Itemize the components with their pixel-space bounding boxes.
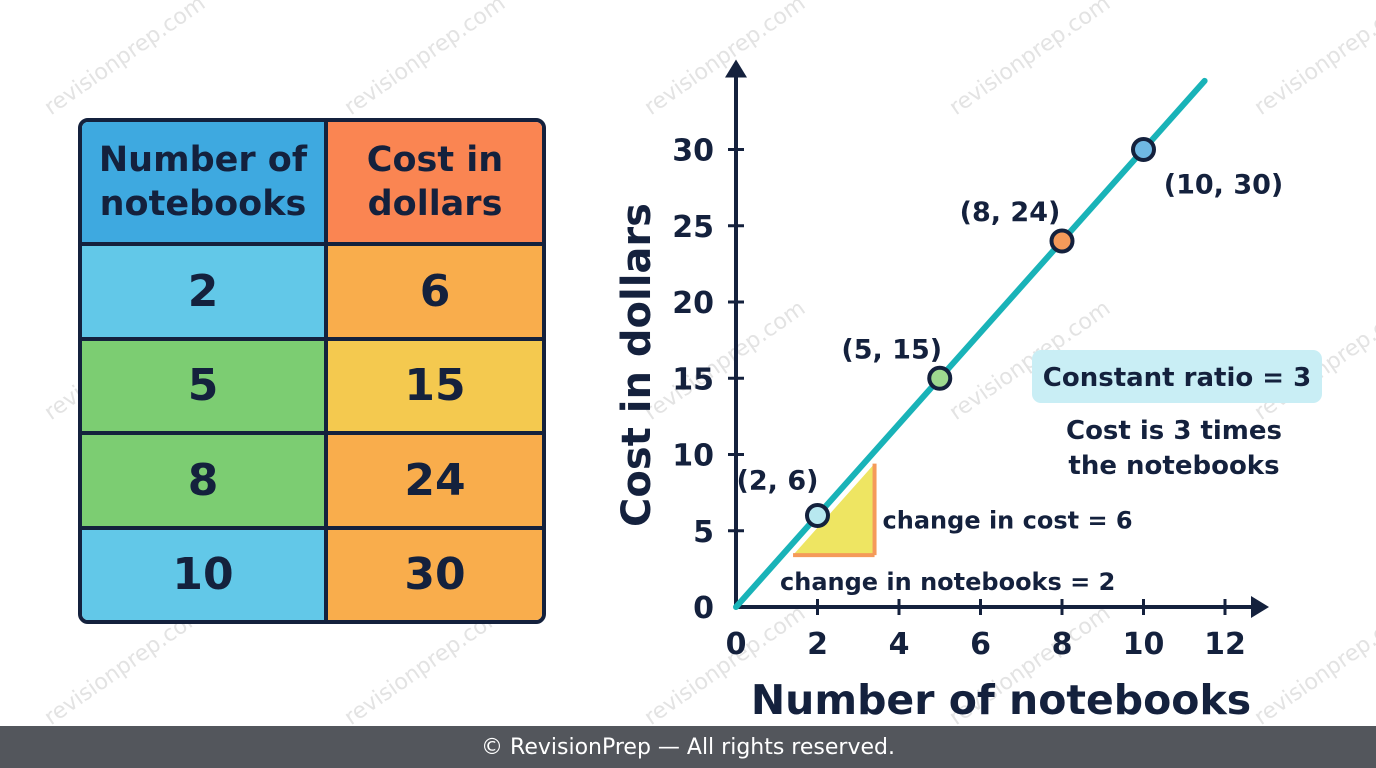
ratio-callout-box — [1032, 350, 1322, 403]
slope-triangle-fill — [793, 463, 875, 556]
y-tick-label: 10 — [672, 439, 714, 474]
table-cell-cost: 15 — [328, 336, 542, 431]
ratio-note-line: Cost is 3 times — [1066, 416, 1282, 446]
table-cell-cost: 24 — [328, 431, 542, 526]
table-cell-cost: 30 — [328, 525, 542, 620]
x-axis-title: Number of notebooks — [751, 676, 1251, 724]
y-tick-label: 20 — [672, 286, 714, 321]
ratio-note-line: the notebooks — [1068, 451, 1279, 481]
footer-text: © RevisionPrep — All rights reserved. — [481, 734, 895, 760]
run-label: change in notebooks = 2 — [780, 568, 1115, 596]
table-cell-notebooks: 5 — [82, 336, 328, 431]
x-tick-label: 8 — [1052, 627, 1073, 662]
x-tick-label: 10 — [1123, 627, 1165, 662]
cost-line-chart: 0 2 4 6 8 10 12 0 5 10 15 20 25 30 Number of notebook… — [614, 59, 1322, 724]
x-axis-arrowhead — [1251, 596, 1269, 618]
data-point — [927, 365, 953, 391]
x-tick-label: 12 — [1204, 627, 1246, 662]
y-tick-label: 25 — [672, 210, 714, 245]
table-cell-cost: 6 — [328, 242, 542, 337]
y-tick-label: 30 — [672, 134, 714, 169]
axes-group — [725, 59, 1269, 618]
x-tick-label: 6 — [970, 627, 991, 662]
labels-group: Number of notebooks Cost in dollars (2, 6)… — [614, 170, 1322, 724]
y-axis-arrowhead — [725, 59, 747, 78]
data-points-group — [805, 137, 1156, 528]
data-point — [1131, 137, 1156, 162]
data-point-label: (8, 24) — [960, 197, 1061, 228]
rise-label: change in cost = 6 — [883, 507, 1133, 535]
x-tick-label: 2 — [807, 627, 828, 662]
y-tick-label: 0 — [693, 591, 714, 626]
table-cell-notebooks: 2 — [82, 242, 328, 337]
x-tick-label: 4 — [889, 627, 910, 662]
data-point — [1049, 228, 1075, 254]
table-cell-notebooks: 10 — [82, 525, 328, 620]
x-tick-label: 0 — [726, 627, 747, 662]
data-point-label: (10, 30) — [1164, 170, 1283, 201]
data-point — [805, 503, 830, 528]
y-tick-label: 5 — [693, 515, 714, 550]
table-cell-notebooks: 8 — [82, 431, 328, 526]
table-header-cost: Cost in dollars — [328, 122, 542, 242]
y-tick-label: 15 — [672, 362, 714, 397]
ticks-group: 0 2 4 6 8 10 12 0 5 10 15 20 25 30 — [672, 134, 1246, 663]
data-point-label: (5, 15) — [841, 334, 942, 365]
ratio-table: Number of notebooks Cost in dollars 2 6 … — [78, 118, 546, 624]
data-point-label: (2, 6) — [737, 466, 819, 497]
ratio-callout-text: Constant ratio = 3 — [1043, 363, 1311, 393]
table-header-notebooks: Number of notebooks — [82, 122, 328, 242]
y-axis-title: Cost in dollars — [614, 203, 660, 527]
slope-triangle-group — [793, 463, 877, 558]
copyright-footer: © RevisionPrep — All rights reserved. — [0, 726, 1376, 768]
